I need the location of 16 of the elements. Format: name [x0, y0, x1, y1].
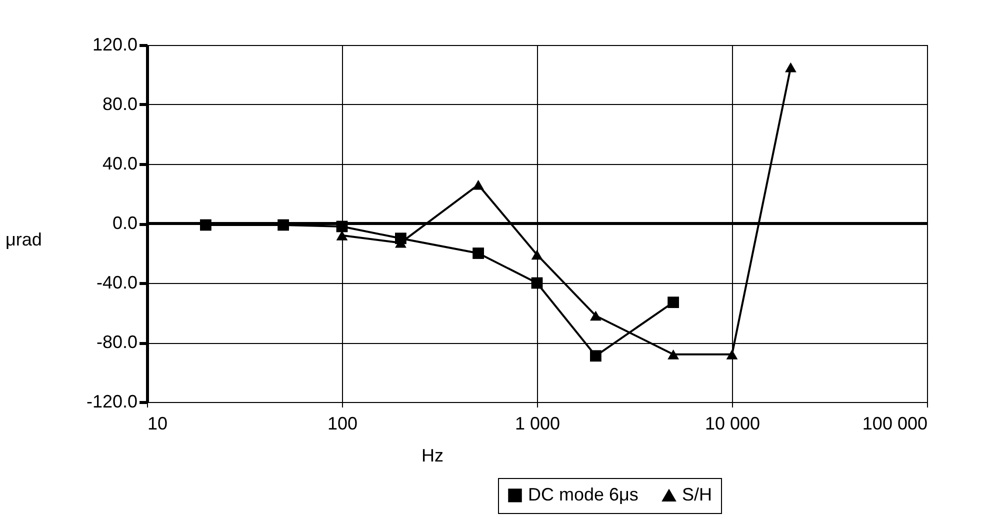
legend-label: S/H [682, 484, 712, 504]
x-tick-label: 10 000 [704, 414, 760, 434]
y-tick-label: 0.0 [112, 213, 138, 233]
y-tick-label: -40.0 [96, 272, 138, 292]
y-tick-label: 40.0 [102, 154, 138, 174]
y-tick-label: -120.0 [86, 392, 138, 412]
x-tick-label: 100 [327, 414, 358, 434]
x-tick-label: 1 000 [514, 414, 560, 434]
y-tick-label: 120.0 [92, 34, 138, 54]
y-tick-label: -80.0 [96, 332, 138, 352]
x-axis-title: Hz [422, 446, 444, 466]
legend-label: DC mode 6μs [528, 484, 638, 504]
y-axis-title: μrad [6, 230, 42, 250]
x-tick-label: 10 [148, 414, 168, 434]
x-tick-label: 100 000 [862, 414, 928, 434]
y-tick-label: 80.0 [102, 94, 138, 114]
